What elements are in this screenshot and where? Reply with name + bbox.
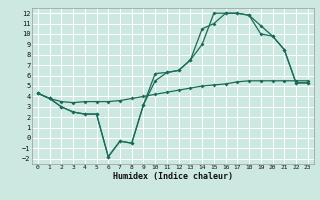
X-axis label: Humidex (Indice chaleur): Humidex (Indice chaleur) (113, 172, 233, 181)
